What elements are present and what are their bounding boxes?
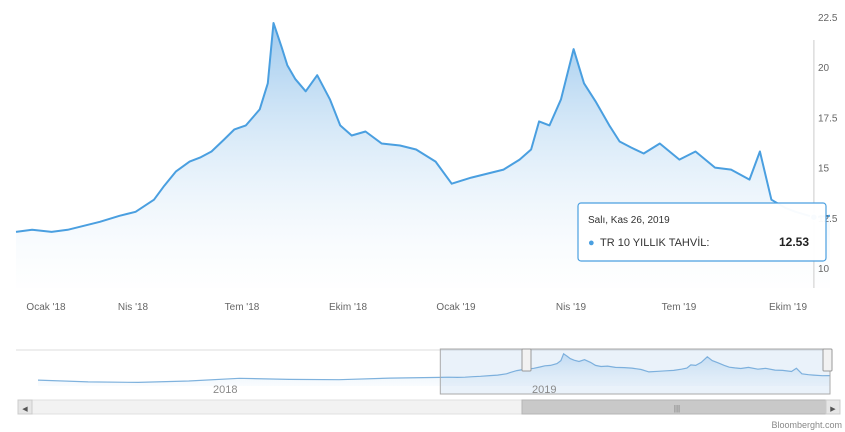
series-line: [15, 22, 831, 233]
x-tick-label: Ekim '19: [769, 302, 807, 313]
x-tick-label: Nis '19: [556, 302, 587, 313]
y-tick-label: 20: [818, 63, 830, 74]
x-tick-label: Tem '18: [225, 302, 260, 313]
y-tick-label: 17.5: [818, 113, 838, 124]
tooltip-series-name: TR 10 YILLIK TAHVİL:: [600, 236, 709, 249]
navigator-handle-left[interactable]: [521, 348, 532, 372]
arrow-right-icon: ▶: [830, 406, 836, 413]
tooltip-series-marker: ●: [588, 237, 595, 249]
scrollbar[interactable]: ||| ◀ ▶: [17, 399, 841, 415]
y-tick-label: 12.5: [818, 214, 838, 225]
navigator-line: [37, 352, 831, 384]
x-tick-label: Nis '18: [118, 302, 149, 313]
navigator-year-2019: 2019: [532, 384, 556, 396]
tooltip: Salı, Kas 26, 2019 ● TR 10 YILLIK TAHVİL…: [577, 202, 827, 262]
scroll-right-button[interactable]: [825, 399, 841, 415]
navigator-year-2018: 2018: [213, 384, 237, 396]
y-tick-label: 22.5: [818, 13, 838, 24]
chart-credit: Bloomberght.com: [771, 420, 842, 430]
y-tick-label: 15: [818, 164, 830, 175]
arrow-left-icon: ◀: [22, 406, 28, 413]
x-tick-label: Ocak '19: [436, 302, 476, 313]
scrollbar-grip-icon: |||: [674, 404, 680, 413]
navigator-area: [38, 353, 830, 386]
x-tick-label: Tem '19: [662, 302, 697, 313]
x-tick-label: Ekim '18: [329, 302, 367, 313]
scroll-left-button[interactable]: [17, 399, 33, 415]
navigator-selected-range[interactable]: [439, 348, 831, 395]
navigator-handle-right[interactable]: [822, 348, 833, 372]
x-tick-label: Ocak '18: [26, 302, 66, 313]
x-axis: Ocak '18 Nis '18 Tem '18 Ekim '18 Ocak '19 Ni…: [26, 302, 807, 313]
tooltip-date: Salı, Kas 26, 2019: [588, 215, 670, 226]
navigator[interactable]: 2018 2019: [16, 348, 833, 396]
tooltip-value: 12.53: [779, 235, 809, 249]
y-tick-label: 10: [818, 264, 830, 275]
y-axis: 22.5 20 17.5 15 12.5 10: [818, 13, 838, 275]
